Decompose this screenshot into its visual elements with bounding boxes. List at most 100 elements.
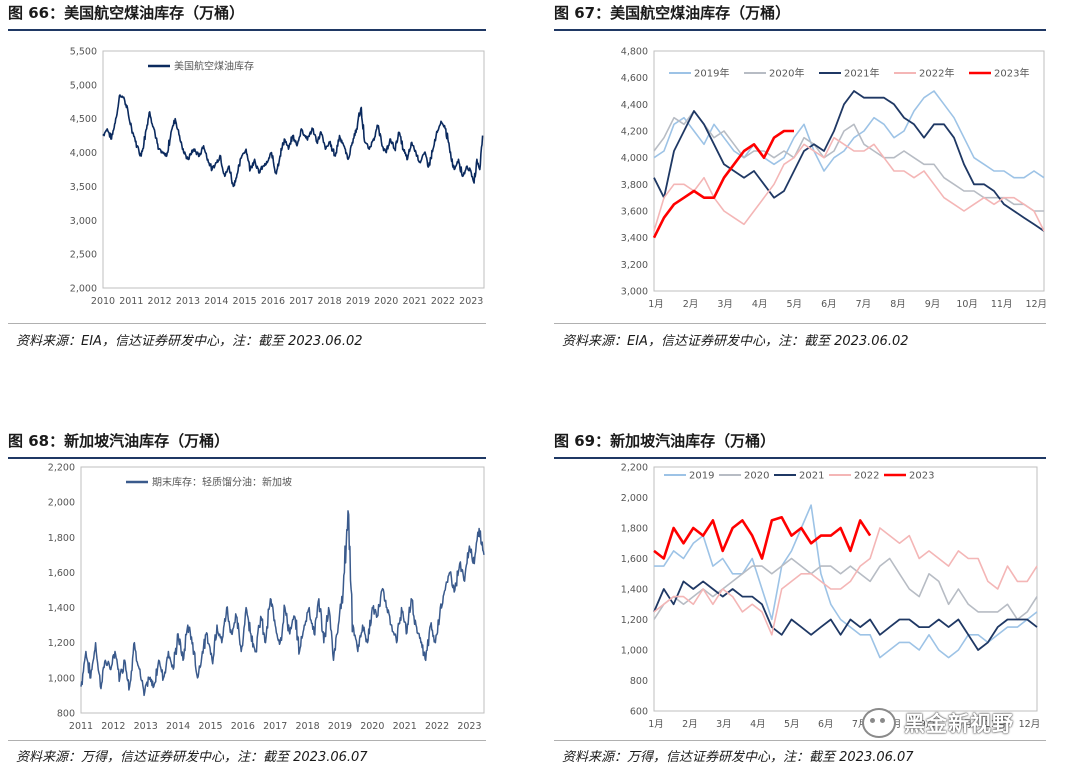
x-tick-label: 9月 [920,719,936,730]
legend-label: 2019年 [694,67,729,80]
y-tick-label: 4,000 [621,153,648,164]
y-tick-label: 1,400 [48,603,75,614]
y-tick-label: 1,400 [621,585,648,596]
x-tick-label: 2016 [231,721,255,732]
x-tick-label: 2018 [318,296,342,307]
series-line [102,94,484,188]
legend-label: 2020 [744,471,769,482]
x-tick-label: 3月 [716,719,732,730]
x-tick-label: 10月 [956,299,978,310]
series-line [80,510,485,697]
x-tick-label: 6月 [821,299,837,310]
x-tick-label: 7月 [856,299,872,310]
y-tick-label: 1,000 [48,673,75,684]
y-tick-label: 2,000 [48,498,75,509]
y-tick-label: 800 [57,709,75,720]
chart-panel-67: 图 67：美国航空煤油库存（万桶） 3,000 3,200 3,400 3,600 3,… [554,0,1046,360]
watermark: 黑金新视野 [862,705,1014,741]
x-tick-label: 2020 [374,296,398,307]
y-tick-label: 2,200 [621,463,648,474]
x-tick-label: 1月 [648,299,664,310]
y-tick-label: 3,500 [70,182,97,193]
x-tick-label: 2013 [176,296,200,307]
legend-label: 美国航空煤油库存 [174,60,254,73]
wechat-icon [862,708,896,738]
chart-title: 图 69：新加坡汽油库存（万桶） [554,432,776,450]
chart-panel-68: 图 68：新加坡汽油库存（万桶） 800 1,000 1,200 1,400 1,600… [8,428,486,769]
x-tick-label: 4月 [750,719,766,730]
x-tick-label: 3月 [717,299,733,310]
y-tick-label: 1,600 [48,568,75,579]
y-tick-label: 4,200 [621,127,648,138]
x-tick-label: 2019 [346,296,370,307]
y-tick-label: 3,800 [621,180,648,191]
source-rule [554,323,1046,324]
x-tick-label: 2011 [69,721,93,732]
line-chart-66: 2,000 2,500 3,000 3,500 4,000 4,500 5,000 5,500… [70,47,485,307]
x-tick-label: 2021 [393,721,417,732]
x-tick-label: 12月 [1019,719,1041,730]
x-tick-label: 2019 [328,721,352,732]
source-note: 资料来源：万得，信达证券研发中心，注：截至 2023.06.07 [562,750,914,765]
legend-label: 2022 [854,471,879,482]
x-tick-label: 2012 [148,296,172,307]
legend-label: 2023 [909,471,934,482]
y-tick-label: 1,000 [621,646,648,657]
y-tick-label: 1,200 [48,638,75,649]
x-tick-label: 9月 [925,299,941,310]
x-tick-label: 10月 [951,719,973,730]
line-chart-69: 600 800 1,000 1,200 1,400 1,600 1,800 2,000 2,20… [621,463,1041,731]
y-tick-label: 3,400 [621,233,648,244]
y-tick-label: 4,800 [621,47,648,58]
x-tick-label: 5月 [786,299,802,310]
y-tick-label: 2,000 [621,493,648,504]
source-rule [554,740,1046,741]
x-tick-label: 2021 [403,296,427,307]
series-line [652,129,794,239]
x-tick-label: 11月 [991,299,1013,310]
source-note: 资料来源：EIA，信达证券研发中心，注：截至 2023.06.02 [16,334,363,349]
source-note: 资料来源：EIA，信达证券研发中心，注：截至 2023.06.02 [562,334,909,349]
y-tick-label: 3,600 [621,207,648,218]
source-rule [8,740,486,741]
x-tick-label: 2020 [360,721,384,732]
chart-title: 图 66：美国航空煤油库存（万桶） [8,4,245,22]
title-rule [554,457,1046,459]
title-rule [8,29,486,31]
y-tick-label: 1,800 [621,524,648,535]
chart-plot: 2,000 2,500 3,000 3,500 4,000 4,500 5,000 5,500… [8,33,486,318]
x-tick-label: 2023 [457,721,481,732]
series-line [653,110,1044,212]
x-tick-label: 2017 [289,296,313,307]
source-rule [8,323,486,324]
x-tick-label: 7月 [852,719,868,730]
x-tick-label: 2018 [295,721,319,732]
series-line [654,504,1038,659]
watermark-text: 黑金新视野 [904,712,1014,736]
chart-plot: 3,000 3,200 3,400 3,600 3,800 4,000 4,200 4,400… [554,33,1046,318]
x-tick-label: 1月 [648,719,664,730]
x-tick-label: 2014 [166,721,190,732]
series-line [653,527,1038,636]
source-note: 资料来源：万得，信达证券研发中心，注：截至 2023.06.07 [16,750,368,765]
series-line [653,516,872,560]
series-line [653,90,1045,232]
y-tick-label: 3,200 [621,260,648,271]
title-rule [554,29,1046,31]
y-tick-label: 1,200 [621,615,648,626]
x-tick-label: 2月 [682,719,698,730]
legend-label: 2021 [799,471,824,482]
y-tick-label: 2,000 [70,284,97,295]
chart-title: 图 68：新加坡汽油库存（万桶） [8,432,230,450]
x-tick-label: 2010 [91,296,115,307]
y-tick-label: 1,800 [48,533,75,544]
series-line [653,580,1038,651]
y-tick-label: 5,000 [70,80,97,91]
series-line [653,90,1045,179]
x-tick-label: 2017 [263,721,287,732]
y-tick-label: 600 [630,707,648,718]
x-tick-label: 2014 [204,296,228,307]
x-tick-label: 11月 [985,719,1007,730]
plot-frame [102,50,485,289]
x-tick-label: 4月 [752,299,768,310]
